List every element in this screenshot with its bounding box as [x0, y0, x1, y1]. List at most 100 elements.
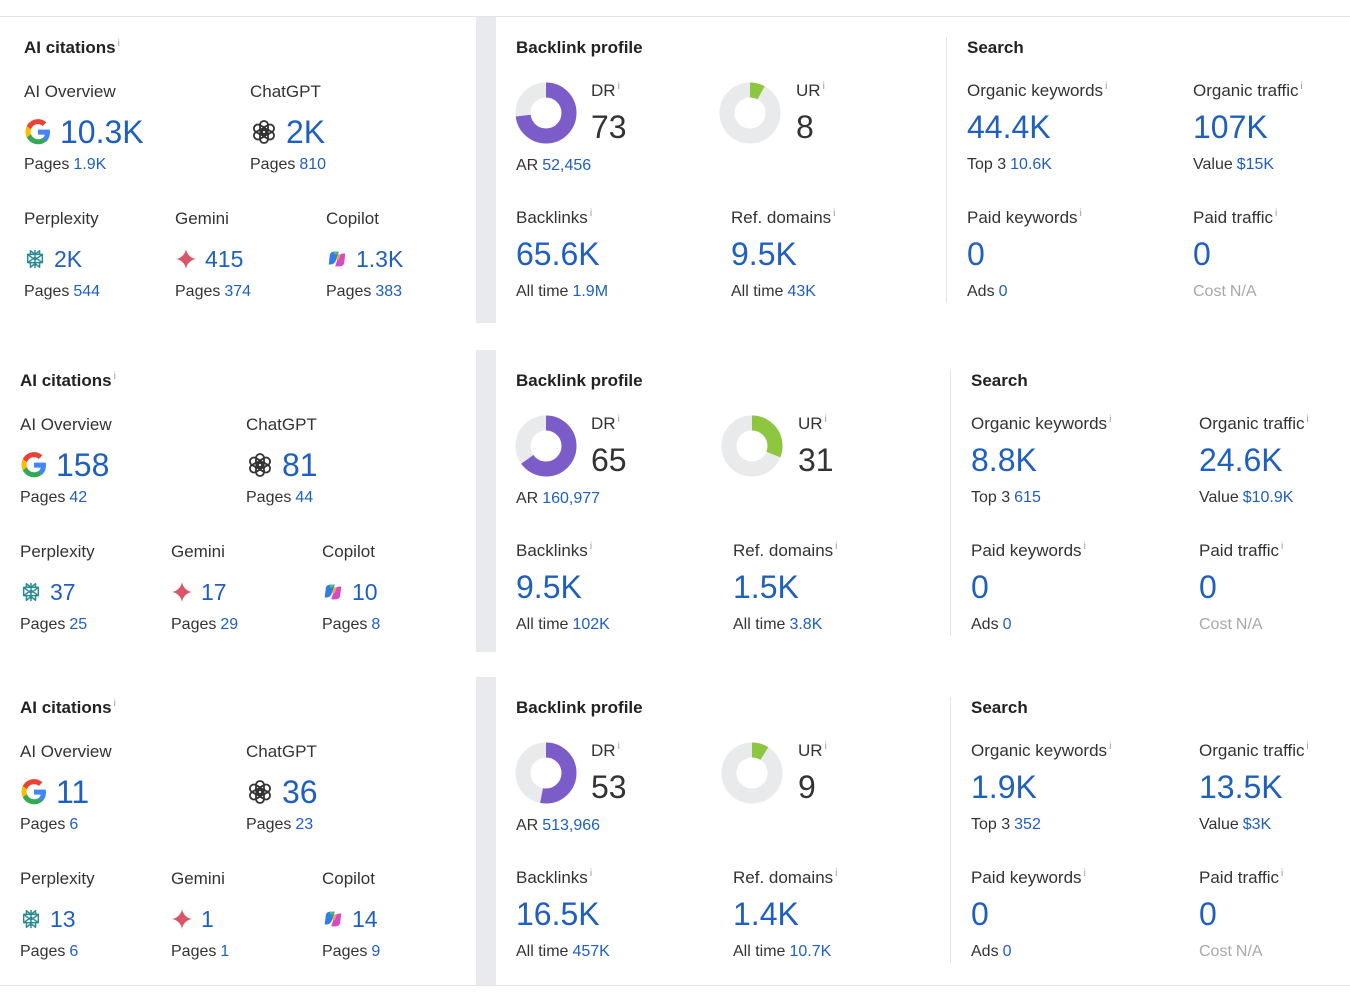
gemini-metric[interactable]: 17 [171, 578, 227, 606]
gemini-metric[interactable]: 1 [171, 905, 214, 933]
pages-value[interactable]: 6 [69, 943, 79, 960]
sub-value[interactable]: 0 [1002, 616, 1012, 633]
ar-value[interactable]: 160,977 [542, 490, 601, 507]
backlinks-value[interactable]: 65.6K [516, 236, 600, 272]
info-icon[interactable]: i [1306, 414, 1309, 426]
info-icon[interactable]: i [824, 741, 827, 753]
pages-value[interactable]: 810 [299, 156, 327, 173]
copilot-value[interactable]: 1.3K [356, 246, 404, 272]
sub-value[interactable]: 615 [1014, 489, 1041, 506]
chatgpt-value[interactable]: 36 [282, 774, 318, 810]
sub-value[interactable]: 1.9M [572, 283, 609, 300]
pages-value[interactable]: 8 [371, 616, 381, 633]
chatgpt-metric[interactable]: 2K [250, 114, 325, 150]
sub-value[interactable]: 10.7K [789, 943, 832, 960]
organic-traffic-value[interactable]: 13.5K [1199, 769, 1283, 805]
ar-value[interactable]: 52,456 [542, 157, 592, 174]
info-icon[interactable]: i [1300, 81, 1303, 93]
pages-value[interactable]: 29 [220, 616, 239, 633]
info-icon[interactable]: i [835, 541, 838, 553]
info-icon[interactable]: i [1275, 208, 1278, 220]
copilot-metric[interactable]: 10 [322, 578, 378, 606]
info-icon[interactable]: i [589, 868, 593, 880]
organic-keywords-value[interactable]: 1.9K [971, 769, 1037, 805]
perplexity-metric[interactable]: 37 [20, 578, 76, 606]
sub-value[interactable]: 352 [1014, 816, 1041, 833]
info-icon[interactable]: i [117, 38, 120, 50]
info-icon[interactable]: i [822, 81, 825, 93]
refdomains-value[interactable]: 1.4K [733, 896, 799, 932]
dr-value[interactable]: 65 [591, 442, 627, 478]
sub-value[interactable]: $10.9K [1242, 489, 1294, 506]
pages-value[interactable]: 44 [295, 489, 314, 506]
ur-value[interactable]: 8 [796, 109, 814, 145]
sub-value[interactable]: 457K [572, 943, 610, 960]
gemini-value[interactable]: 17 [201, 579, 227, 605]
backlinks-value[interactable]: 9.5K [516, 569, 582, 605]
organic-keywords-value[interactable]: 8.8K [971, 442, 1037, 478]
pages-value[interactable]: 6 [69, 816, 79, 833]
copilot-value[interactable]: 14 [352, 906, 378, 932]
perplexity-metric[interactable]: 13 [20, 905, 76, 933]
gemini-metric[interactable]: 415 [175, 245, 243, 273]
paid-keywords-value[interactable]: 0 [971, 569, 989, 605]
pages-value[interactable]: 23 [295, 816, 314, 833]
sub-value[interactable]: N/A [1235, 616, 1263, 633]
pages-value[interactable]: 9 [371, 943, 381, 960]
chatgpt-value[interactable]: 81 [282, 447, 318, 483]
sub-value[interactable]: 0 [998, 283, 1008, 300]
perplexity-metric[interactable]: 2K [24, 245, 82, 273]
info-icon[interactable]: i [617, 741, 620, 753]
copilot-value[interactable]: 10 [352, 579, 378, 605]
chatgpt-metric[interactable]: 81 [246, 447, 318, 483]
sub-value[interactable]: N/A [1229, 283, 1257, 300]
info-icon[interactable]: i [1083, 541, 1086, 553]
sub-value[interactable]: 10.6K [1010, 156, 1052, 173]
info-icon[interactable]: i [113, 698, 116, 710]
pages-value[interactable]: 383 [375, 283, 403, 300]
sub-value[interactable]: $15K [1236, 156, 1275, 173]
ur-value[interactable]: 9 [798, 769, 816, 805]
pages-value[interactable]: 42 [69, 489, 88, 506]
info-icon[interactable]: i [617, 81, 620, 93]
info-icon[interactable]: i [824, 414, 827, 426]
paid-keywords-value[interactable]: 0 [971, 896, 989, 932]
dr-value[interactable]: 53 [591, 769, 627, 805]
sub-value[interactable]: 43K [787, 283, 816, 300]
refdomains-value[interactable]: 9.5K [731, 236, 797, 272]
overview-metric[interactable]: 158 [20, 447, 109, 483]
chatgpt-value[interactable]: 2K [286, 114, 326, 150]
overview-value[interactable]: 11 [56, 774, 90, 810]
info-icon[interactable]: i [1109, 741, 1112, 753]
info-icon[interactable]: i [113, 371, 116, 383]
ar-value[interactable]: 513,966 [542, 817, 601, 834]
info-icon[interactable]: i [1281, 868, 1284, 880]
perplexity-value[interactable]: 2K [54, 246, 83, 272]
info-icon[interactable]: i [1105, 81, 1108, 93]
perplexity-value[interactable]: 13 [50, 906, 76, 932]
copilot-metric[interactable]: 1.3K [326, 245, 403, 273]
sub-value[interactable]: 3.8K [789, 616, 823, 633]
overview-value[interactable]: 158 [56, 447, 110, 483]
gemini-value[interactable]: 1 [201, 906, 214, 932]
sub-value[interactable]: N/A [1235, 943, 1263, 960]
pages-value[interactable]: 374 [224, 283, 252, 300]
dr-value[interactable]: 73 [591, 109, 627, 145]
sub-value[interactable]: 102K [572, 616, 610, 633]
info-icon[interactable]: i [1109, 414, 1112, 426]
paid-traffic-value[interactable]: 0 [1193, 236, 1211, 272]
info-icon[interactable]: i [835, 868, 838, 880]
pages-value[interactable]: 1.9K [73, 156, 107, 173]
info-icon[interactable]: i [1083, 868, 1086, 880]
sub-value[interactable]: $3K [1242, 816, 1272, 833]
info-icon[interactable]: i [1079, 208, 1082, 220]
organic-traffic-value[interactable]: 24.6K [1199, 442, 1283, 478]
perplexity-value[interactable]: 37 [50, 579, 76, 605]
info-icon[interactable]: i [1281, 541, 1284, 553]
refdomains-value[interactable]: 1.5K [733, 569, 799, 605]
pages-value[interactable]: 544 [73, 283, 101, 300]
organic-traffic-value[interactable]: 107K [1193, 109, 1268, 145]
pages-value[interactable]: 1 [220, 943, 230, 960]
copilot-metric[interactable]: 14 [322, 905, 378, 933]
info-icon[interactable]: i [1306, 741, 1309, 753]
